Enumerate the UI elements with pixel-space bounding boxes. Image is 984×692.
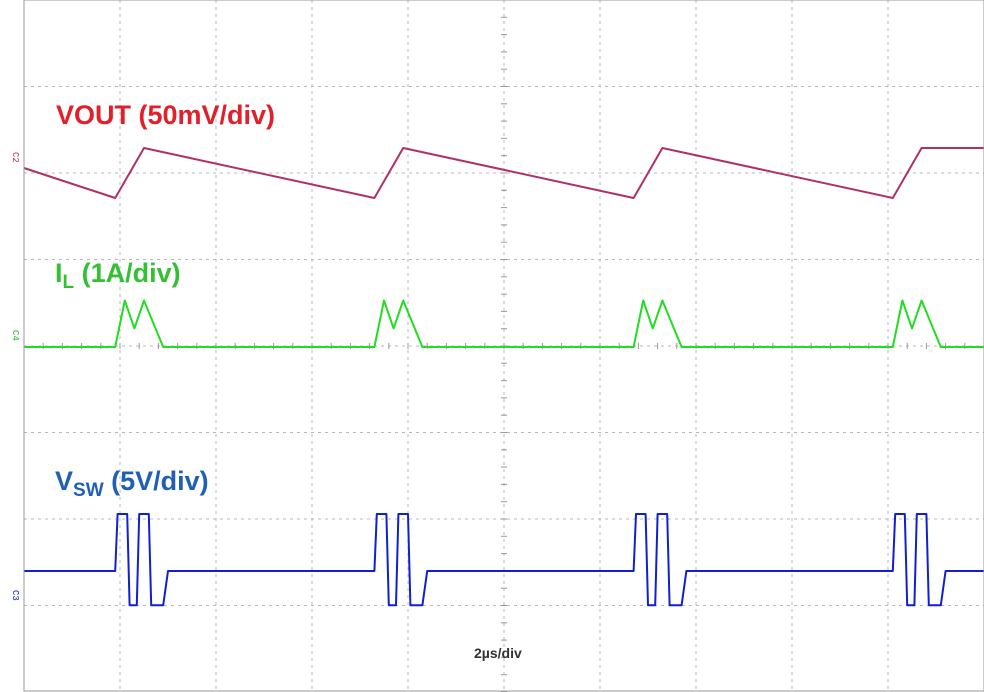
switch-voltage-trace [24, 513, 984, 607]
channel-marker-vsw: C3 [10, 590, 20, 601]
il-label-main: I [55, 258, 63, 288]
timebase-label: 2µs/div [474, 645, 522, 661]
vsw-label-main: V [55, 466, 74, 496]
il-label-scale: (1A/div) [74, 258, 181, 288]
vout-label: VOUT (50mV/div) [56, 100, 276, 130]
inductor-current-label: IL (1A/div) [55, 258, 181, 294]
vout-trace [23, 147, 984, 199]
channel-marker-vout: C2 [10, 152, 20, 163]
vsw-label-scale: (5V/div) [103, 466, 209, 496]
waveform-traces [23, 147, 984, 607]
switch-voltage-label: VSW (5V/div) [55, 466, 209, 502]
plot-border [23, 0, 984, 692]
inductor-current-trace [24, 299, 984, 348]
il-label-subscript: L [62, 272, 75, 293]
channel-marker-il: C4 [10, 330, 20, 341]
vsw-label-subscript: SW [73, 480, 104, 501]
